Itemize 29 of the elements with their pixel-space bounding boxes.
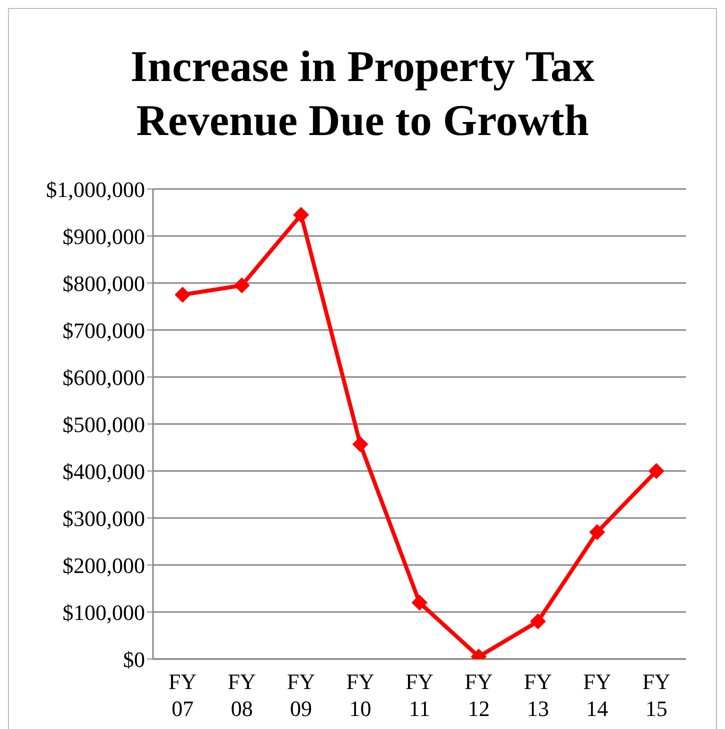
y-tick-label: $0	[123, 646, 145, 672]
x-tick-label: FY 11	[405, 669, 434, 721]
point	[412, 594, 428, 611]
y-tick-label: $200,000	[62, 552, 145, 578]
x-tick-label: FY 13	[524, 669, 552, 721]
x-tick-label: FY 10	[346, 669, 374, 721]
x-tick-label: FY 07	[168, 669, 197, 721]
y-tick-label: $500,000	[62, 412, 145, 437]
x-tick-label: FY 08	[228, 669, 256, 721]
y-tick-label: $100,000	[62, 600, 145, 625]
y-tick-label: $900,000	[62, 224, 145, 249]
point	[589, 524, 606, 540]
point	[648, 463, 664, 479]
y-tick-label: $400,000	[62, 458, 145, 484]
chart-title: Increase in Property Tax Revenue Due to Growth	[130, 42, 595, 145]
x-tick-label: FY 15	[642, 669, 671, 721]
point	[352, 436, 368, 452]
point	[234, 277, 250, 294]
y-tick-label: $700,000	[62, 318, 145, 343]
point	[174, 286, 191, 303]
point	[530, 613, 546, 630]
y-tick-label: $600,000	[62, 364, 145, 390]
x-tick-label: FY 09	[286, 669, 316, 721]
x-tick-label: FY 14	[583, 669, 612, 721]
x-tick-label: FY 12	[464, 669, 493, 721]
y-tick-label: $300,000	[62, 506, 145, 531]
point	[293, 206, 310, 223]
y-tick-label: $800,000	[62, 270, 145, 296]
y-tick-label: $1,000,000	[46, 176, 145, 202]
